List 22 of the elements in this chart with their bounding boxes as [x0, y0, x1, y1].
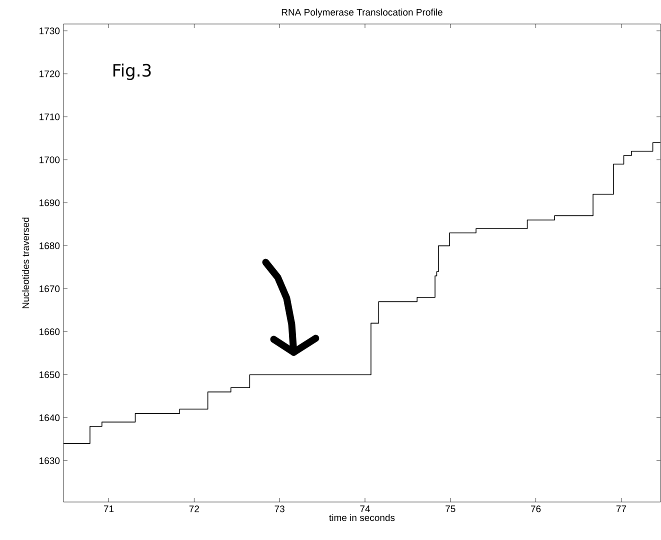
y-tick-label: 1700 [40, 156, 60, 164]
x-tick-label: 77 [616, 506, 626, 512]
y-axis-title: Nucleotides traversed [22, 218, 30, 308]
annotation: Fig.3 [113, 64, 151, 80]
x-tick-label: 73 [274, 506, 284, 512]
x-axis-title: time in seconds [329, 514, 395, 522]
y-tick-label: 1650 [40, 371, 60, 378]
x-tick-label: 76 [531, 506, 541, 512]
y-tick-label: 1690 [40, 199, 60, 206]
y-tick-label: 1730 [40, 28, 60, 34]
y-tick-label: 1640 [40, 414, 60, 422]
chart-title: RNA Polymerase Translocation Profile [282, 8, 442, 18]
y-tick-label: 1680 [40, 242, 60, 250]
y-tick-label: 1710 [40, 113, 60, 120]
x-tick-label: 75 [446, 506, 456, 512]
y-tick-label: 1720 [40, 70, 60, 78]
y-tick-label: 1660 [40, 328, 60, 336]
x-tick-label: 72 [189, 506, 199, 512]
x-tick-label: 74 [360, 506, 370, 512]
x-tick-label: 71 [104, 506, 114, 512]
y-tick-label: 1670 [40, 285, 60, 292]
y-tick-label: 1630 [40, 457, 60, 464]
